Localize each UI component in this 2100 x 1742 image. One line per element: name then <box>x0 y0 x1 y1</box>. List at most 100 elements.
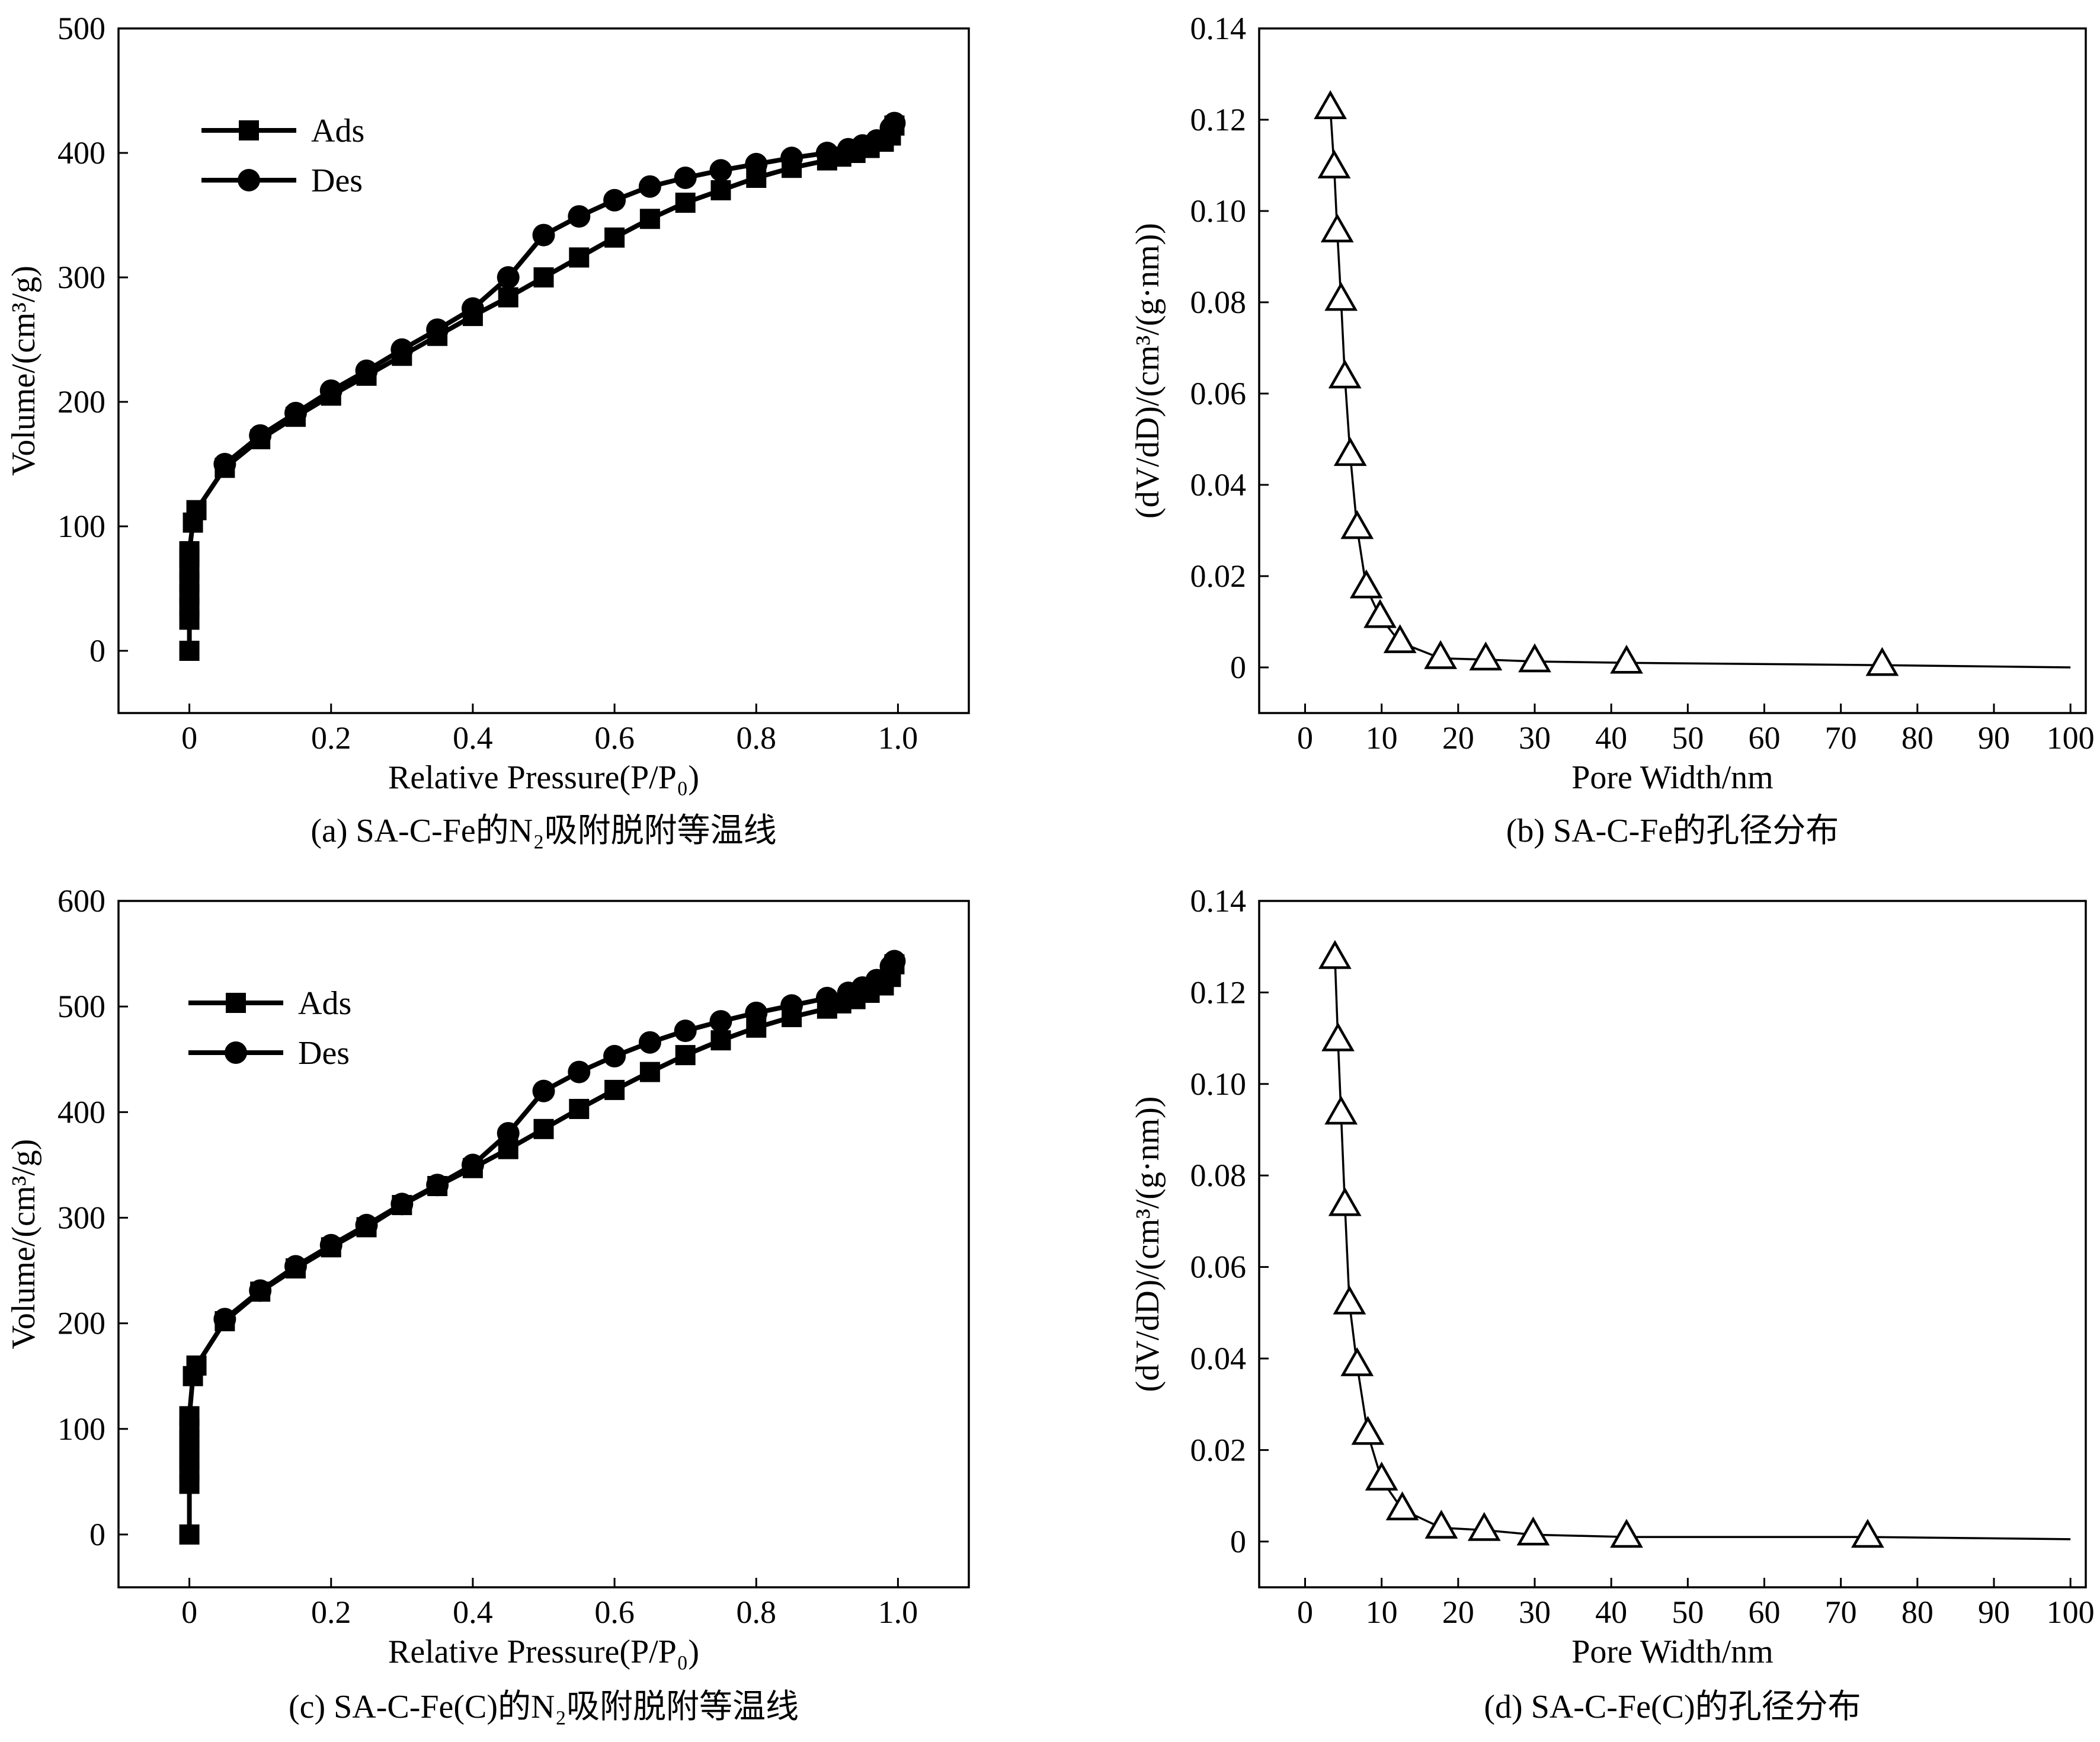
data-point-des <box>213 1308 236 1331</box>
data-point-des <box>815 986 838 1009</box>
data-point-ads <box>639 209 660 229</box>
data-point-ads <box>179 1524 200 1545</box>
y-tick-label: 0.12 <box>1190 974 1247 1010</box>
data-point-triangle <box>1467 1511 1501 1541</box>
x-tick-label: 0.6 <box>594 1594 635 1630</box>
data-point-des <box>355 359 378 382</box>
y-tick-label: 600 <box>57 883 105 919</box>
y-tick-label: 0.14 <box>1190 883 1247 919</box>
data-point-triangle <box>1349 569 1383 599</box>
data-point-des <box>780 994 803 1017</box>
data-point-des <box>497 266 520 289</box>
data-point-ads <box>179 641 200 661</box>
data-point-ads <box>533 267 554 287</box>
y-tick-label: 300 <box>57 1200 105 1235</box>
data-point-des <box>638 1031 661 1054</box>
y-tick-label: 0.02 <box>1190 558 1247 594</box>
data-point-ads <box>179 1406 200 1427</box>
x-tick-label: 30 <box>1519 720 1551 756</box>
y-tick-label: 100 <box>57 1411 105 1447</box>
x-tick-label: 0.8 <box>737 1594 777 1630</box>
data-point-des <box>837 981 860 1004</box>
data-point-des <box>426 1174 449 1197</box>
y-tick-label: 500 <box>57 11 105 46</box>
data-point-ads <box>675 1045 696 1066</box>
data-point-des <box>532 223 555 247</box>
x-tick-label: 60 <box>1749 720 1781 756</box>
series-line-ads <box>187 963 897 1535</box>
data-point-des <box>390 1193 414 1216</box>
legend-label-des: Des <box>311 162 363 199</box>
y-tick-label: 0.06 <box>1190 376 1247 411</box>
data-point-des <box>709 159 732 182</box>
data-point-des <box>355 1213 378 1236</box>
x-tick-label: 10 <box>1366 720 1398 756</box>
x-tick-label: 0.2 <box>311 1594 351 1630</box>
data-point-ads <box>569 247 590 268</box>
data-point-des <box>497 1121 520 1145</box>
legend-marker-ads <box>226 993 246 1013</box>
y-tick-label: 0.06 <box>1190 1249 1247 1285</box>
data-point-des <box>390 338 414 361</box>
x-tick-label: 100 <box>2047 1594 2095 1630</box>
x-tick-label: 70 <box>1825 1594 1857 1630</box>
y-axis-label: (dV/dD)/(cm³/(g·nm)) <box>1129 1097 1166 1392</box>
y-tick-label: 200 <box>57 384 105 420</box>
y-tick-label: 0.08 <box>1190 285 1247 320</box>
x-tick-label: 60 <box>1749 1594 1781 1630</box>
x-tick-label: 1.0 <box>878 720 918 756</box>
data-point-triangle <box>1424 1510 1458 1539</box>
y-tick-label: 100 <box>57 509 105 544</box>
y-tick-label: 0.08 <box>1190 1158 1247 1193</box>
data-point-des <box>568 1060 591 1083</box>
x-axis-label: Relative Pressure(P/P₀) <box>388 759 699 796</box>
data-point-triangle <box>1318 939 1352 969</box>
data-point-triangle <box>1324 1095 1358 1125</box>
panel-d: 0 10 20 30 40 50 60 70 80 90 100 0 0.02 0.04 0.06 0.08 0… <box>1129 883 2095 1725</box>
data-point-des <box>745 152 768 175</box>
panel-caption: (a) SA-C-Fe的N₂吸附脱附等温线 <box>310 813 776 849</box>
data-point-ads <box>186 1355 207 1376</box>
data-point-triangle <box>1328 359 1362 389</box>
x-axis-label: Relative Pressure(P/P₀) <box>388 1634 699 1670</box>
data-point-triangle <box>1365 1462 1398 1491</box>
plot-frame <box>1258 900 2087 1588</box>
x-tick-label: 0.8 <box>737 720 777 756</box>
data-point-ads <box>710 1030 731 1051</box>
data-point-des <box>249 424 272 447</box>
data-point-des <box>638 175 661 198</box>
data-point-des <box>284 401 307 424</box>
y-tick-label: 0 <box>1230 650 1246 685</box>
data-point-triangle <box>1351 1415 1385 1445</box>
legend-label-ads: Ads <box>311 113 364 149</box>
data-point-des <box>815 142 838 164</box>
data-point-ads <box>179 541 200 561</box>
data-point-triangle <box>1340 510 1374 539</box>
y-tick-label: 0.10 <box>1190 1066 1247 1102</box>
y-tick-label: 400 <box>57 1094 105 1130</box>
x-tick-label: 40 <box>1595 720 1627 756</box>
plot-frame <box>117 900 970 1588</box>
plot-frame <box>1258 27 2087 714</box>
legend-marker-des <box>238 169 260 191</box>
data-point-triangle <box>1320 213 1354 242</box>
y-tick-label: 0.14 <box>1190 11 1247 46</box>
panel-caption: (d) SA-C-Fe(C)的孔径分布 <box>1484 1689 1861 1725</box>
data-point-triangle <box>1324 282 1358 311</box>
x-tick-label: 20 <box>1442 720 1474 756</box>
x-tick-label: 0 <box>181 720 197 756</box>
data-point-ads <box>533 1118 554 1139</box>
x-tick-label: 80 <box>1901 1594 1933 1630</box>
data-point-des <box>837 138 860 161</box>
y-tick-label: 0.10 <box>1190 193 1247 229</box>
data-point-des <box>709 1010 732 1033</box>
x-tick-label: 50 <box>1672 720 1704 756</box>
x-tick-label: 0 <box>1297 1594 1313 1630</box>
data-point-des <box>249 1279 272 1302</box>
y-tick-label: 0 <box>89 633 105 669</box>
data-point-des <box>213 453 236 475</box>
x-tick-label: 30 <box>1519 1594 1551 1630</box>
data-point-des <box>461 1153 484 1177</box>
data-point-triangle <box>1385 1491 1419 1520</box>
y-tick-label: 0.04 <box>1190 467 1247 503</box>
